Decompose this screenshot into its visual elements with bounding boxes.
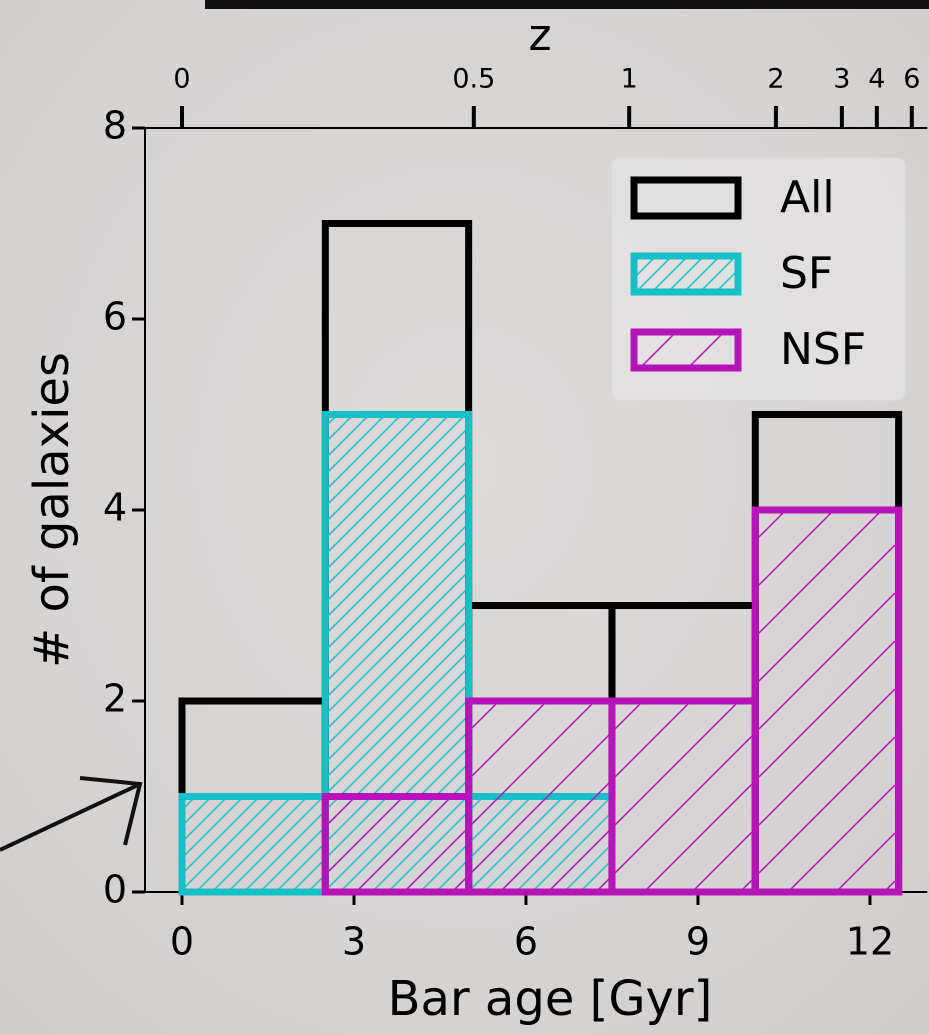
y-axis-label: # of galaxies: [24, 352, 80, 668]
top-axis-label: z: [528, 10, 551, 61]
x-axis-label: Bar age [Gyr]: [388, 971, 713, 1027]
x-tick-label: 12: [846, 920, 894, 964]
bar: [178, 793, 329, 896]
legend-label: All: [780, 172, 835, 223]
top-tick-label: 0.5: [452, 64, 495, 95]
top-tick-label: 4: [868, 64, 885, 95]
y-tick-label: 8: [103, 104, 127, 148]
top-tick-label: 0: [173, 64, 190, 95]
legend-label: SF: [780, 248, 833, 299]
y-tick-label: 6: [103, 295, 127, 339]
bar: [751, 506, 903, 896]
top-stroke: [205, 0, 929, 9]
arrow: [0, 776, 143, 852]
top-tick-label: 2: [767, 64, 784, 95]
x-tick-label: 9: [686, 920, 710, 964]
legend-swatch: [630, 176, 742, 220]
y-tick-label: 0: [103, 868, 127, 912]
y-tick-label: 2: [103, 677, 127, 721]
x-tick-label: 0: [170, 920, 194, 964]
bar: [465, 697, 616, 896]
x-tick-label: 3: [342, 920, 366, 964]
top-tick-label: 6: [903, 64, 920, 95]
bar: [608, 697, 759, 896]
legend: All SF NSF: [611, 157, 906, 401]
top-tick-label: 1: [621, 64, 638, 95]
x-tick-label: 6: [514, 920, 538, 964]
legend-swatch: [630, 252, 742, 296]
legend-label: NSF: [780, 324, 866, 375]
y-tick-label: 4: [103, 486, 127, 530]
legend-swatch: [630, 328, 742, 372]
top-tick-label: 3: [833, 64, 850, 95]
bar: [321, 793, 473, 896]
